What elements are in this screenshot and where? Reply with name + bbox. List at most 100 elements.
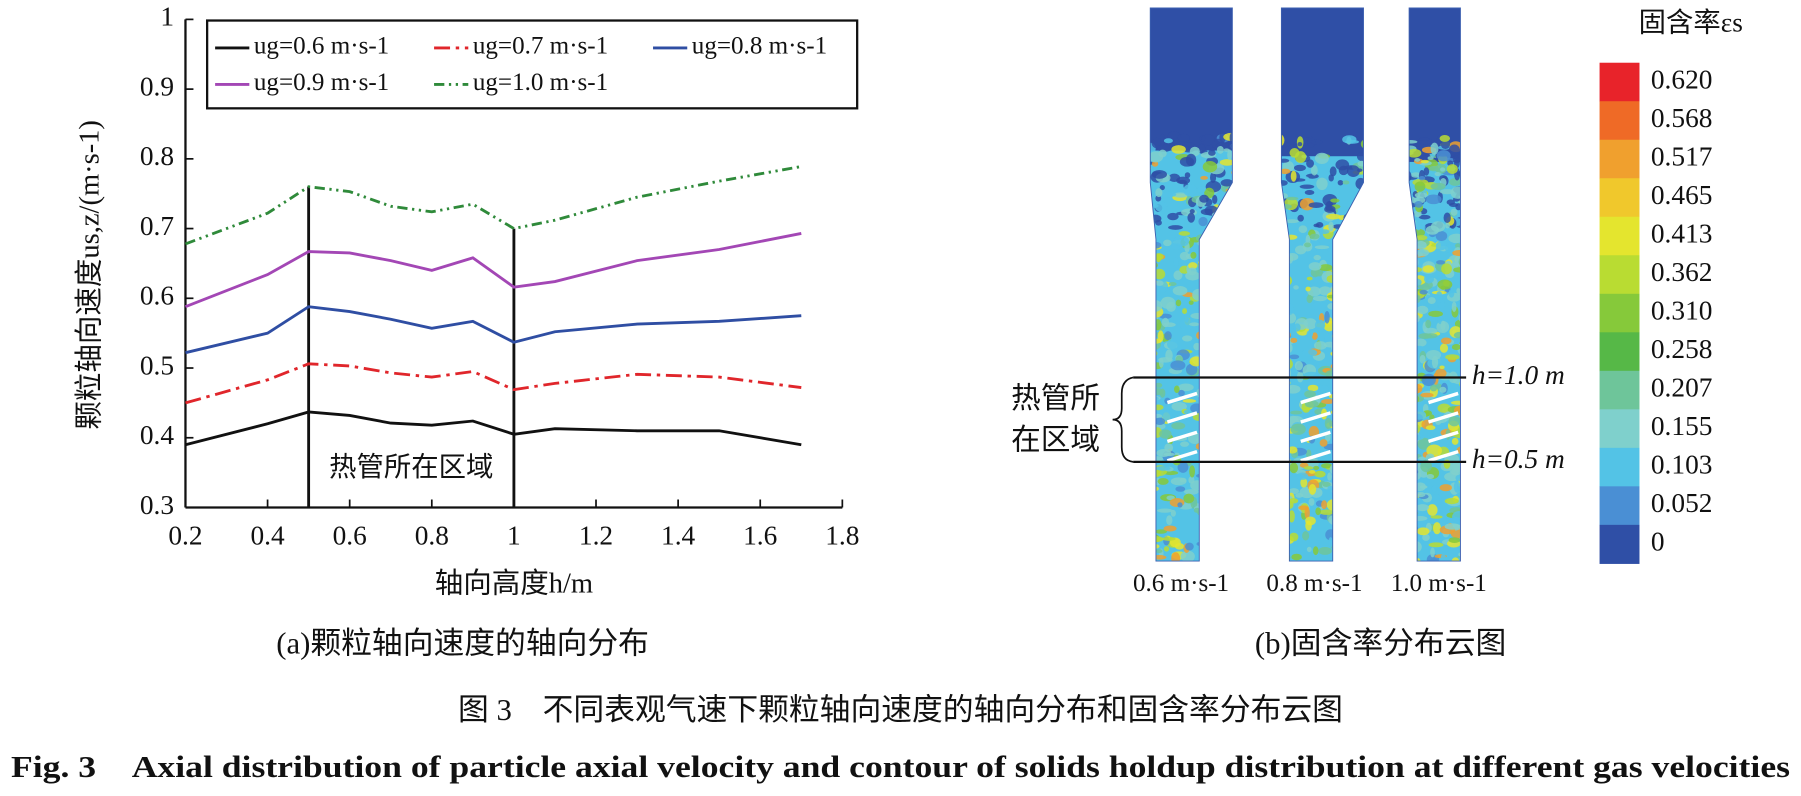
speckle (1333, 422, 1343, 435)
pipe-stripe (1428, 449, 1459, 463)
speckle (1208, 279, 1215, 292)
speckle (1340, 418, 1355, 430)
speckle (1427, 504, 1438, 516)
speckle (1207, 233, 1217, 246)
speckle (1230, 349, 1233, 354)
speckle (1409, 540, 1422, 554)
speckle (1150, 288, 1155, 293)
speckle (1326, 274, 1341, 284)
speckle (1409, 315, 1412, 322)
speckle (1421, 373, 1436, 387)
speckle (1204, 532, 1218, 540)
speckle (1204, 519, 1217, 526)
speckle (1451, 557, 1460, 562)
speckle (1349, 389, 1355, 402)
speckle (1319, 439, 1328, 447)
speckle (1208, 502, 1220, 507)
speckle (1337, 179, 1344, 186)
speckle (1180, 550, 1195, 562)
speckle (1404, 327, 1409, 332)
speckle (1410, 438, 1417, 444)
speckle (1150, 446, 1161, 451)
speckle (1293, 323, 1301, 332)
y-tick-label: 1 (160, 2, 174, 32)
colorbar-swatch (1599, 62, 1640, 102)
speckle (1445, 354, 1460, 360)
speckle (1321, 463, 1333, 469)
speckle (1425, 425, 1436, 431)
speckle (1416, 248, 1430, 257)
pipe-stripe (1300, 411, 1331, 424)
speckle (1196, 473, 1211, 479)
speckle (1150, 440, 1154, 449)
speckle (1150, 338, 1162, 344)
colorbar-label: 0.207 (1651, 372, 1713, 402)
speckle (1227, 149, 1232, 161)
speckle (1220, 400, 1226, 407)
speckle (1409, 525, 1413, 532)
speckle (1304, 400, 1319, 408)
speckle (1230, 328, 1233, 337)
speckle (1150, 208, 1153, 216)
column-outline (1149, 7, 1233, 562)
speckle (1346, 274, 1360, 282)
speckle (1306, 276, 1313, 281)
x-tick-label: 1.2 (579, 521, 613, 551)
speckle (1196, 388, 1206, 398)
region-label: 在区域 (1011, 423, 1100, 456)
speckle (1299, 197, 1315, 211)
speckle (1451, 344, 1461, 351)
speckle (1336, 530, 1351, 541)
y-tick-label: 0.5 (140, 350, 174, 380)
colorbar-label: 0.413 (1651, 218, 1713, 248)
speckle (1167, 212, 1179, 221)
speckle (1230, 526, 1233, 535)
speckle (1183, 489, 1199, 495)
speckle (1284, 219, 1299, 224)
speckle (1358, 331, 1364, 344)
speckle (1352, 499, 1364, 507)
speckle (1226, 399, 1233, 405)
speckle (1188, 476, 1195, 484)
speckle (1199, 194, 1209, 203)
speckle (1420, 159, 1429, 164)
speckle (1208, 379, 1222, 387)
speckle (1316, 177, 1328, 191)
speckle (1221, 467, 1231, 476)
speckle (1150, 543, 1160, 550)
speckle (1173, 257, 1179, 268)
speckle (1281, 330, 1290, 339)
speckle (1336, 504, 1343, 512)
speckle (1232, 469, 1233, 478)
speckle (1288, 510, 1295, 523)
speckle (1448, 288, 1455, 298)
speckle (1426, 350, 1442, 361)
speckle (1273, 362, 1280, 368)
speckle (1159, 313, 1172, 319)
caption-a: (a)颗粒轴向速度的轴向分布 (276, 627, 649, 661)
speckle (1227, 551, 1233, 558)
speckle (1154, 201, 1168, 212)
speckle (1409, 296, 1417, 308)
speckle (1462, 206, 1469, 212)
speckle (1193, 342, 1201, 351)
speckle (1281, 397, 1285, 410)
speckle (1314, 152, 1329, 164)
speckle (1409, 435, 1414, 444)
speckle (1168, 173, 1181, 183)
speckle (1455, 203, 1461, 211)
speckle (1440, 553, 1447, 562)
speckle (1150, 214, 1162, 223)
speckle (1345, 218, 1359, 223)
speckle (1163, 525, 1177, 532)
speckle (1422, 265, 1435, 273)
speckle (1439, 134, 1451, 142)
speckle (1150, 161, 1155, 165)
speckle (1150, 406, 1152, 420)
speckle (1302, 531, 1310, 541)
legend-label: ug=0.9 m·s-1 (254, 69, 389, 96)
speckle (1222, 504, 1233, 513)
speckle (1353, 383, 1361, 394)
speckle (1453, 331, 1461, 339)
speckle (1150, 396, 1159, 401)
